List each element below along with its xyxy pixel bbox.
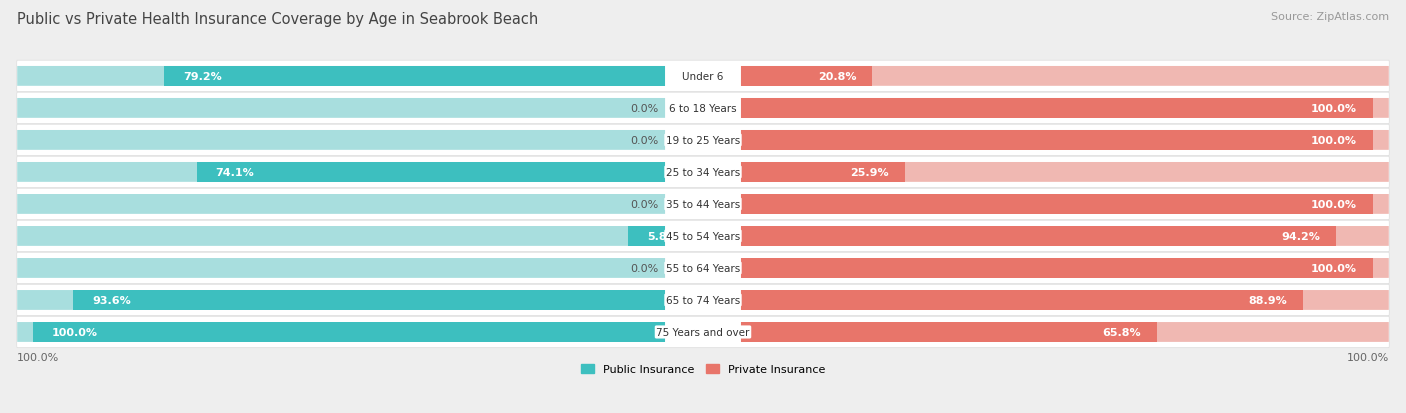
FancyBboxPatch shape: [17, 189, 1389, 220]
Text: 25.9%: 25.9%: [851, 168, 889, 178]
Text: 0.0%: 0.0%: [630, 199, 659, 209]
Bar: [197, 163, 665, 183]
FancyBboxPatch shape: [17, 290, 665, 310]
Bar: [741, 131, 1374, 150]
Bar: [741, 290, 1303, 310]
Text: 6 to 18 Years: 6 to 18 Years: [669, 104, 737, 114]
Bar: [741, 67, 872, 87]
Text: 65 to 74 Years: 65 to 74 Years: [666, 295, 740, 305]
FancyBboxPatch shape: [17, 316, 1389, 348]
Text: 0.0%: 0.0%: [630, 135, 659, 145]
Bar: [165, 67, 665, 87]
Text: 93.6%: 93.6%: [93, 295, 131, 305]
Legend: Public Insurance, Private Insurance: Public Insurance, Private Insurance: [576, 359, 830, 379]
FancyBboxPatch shape: [17, 131, 665, 150]
FancyBboxPatch shape: [17, 226, 665, 246]
Bar: [73, 290, 665, 310]
FancyBboxPatch shape: [17, 221, 1389, 252]
Text: Under 6: Under 6: [682, 72, 724, 82]
FancyBboxPatch shape: [17, 163, 665, 183]
Text: 100.0%: 100.0%: [1312, 104, 1357, 114]
FancyBboxPatch shape: [17, 195, 665, 214]
Text: 5.8%: 5.8%: [647, 231, 678, 241]
Bar: [741, 322, 1157, 342]
Text: Source: ZipAtlas.com: Source: ZipAtlas.com: [1271, 12, 1389, 22]
FancyBboxPatch shape: [17, 125, 1389, 156]
Text: 20.8%: 20.8%: [818, 72, 856, 82]
Text: 19 to 25 Years: 19 to 25 Years: [666, 135, 740, 145]
Text: 55 to 64 Years: 55 to 64 Years: [666, 263, 740, 273]
Text: 100.0%: 100.0%: [1312, 135, 1357, 145]
FancyBboxPatch shape: [17, 61, 1389, 93]
Text: 65.8%: 65.8%: [1102, 327, 1142, 337]
FancyBboxPatch shape: [17, 322, 665, 342]
Text: 100.0%: 100.0%: [52, 327, 98, 337]
Bar: [628, 226, 665, 246]
Text: 100.0%: 100.0%: [17, 352, 59, 362]
Bar: [741, 195, 1374, 214]
Text: 35 to 44 Years: 35 to 44 Years: [666, 199, 740, 209]
Text: Public vs Private Health Insurance Coverage by Age in Seabrook Beach: Public vs Private Health Insurance Cover…: [17, 12, 538, 27]
FancyBboxPatch shape: [17, 253, 1389, 284]
Bar: [741, 163, 904, 183]
FancyBboxPatch shape: [741, 290, 1389, 310]
Text: 100.0%: 100.0%: [1312, 199, 1357, 209]
Bar: [741, 259, 1374, 278]
Text: 75 Years and over: 75 Years and over: [657, 327, 749, 337]
FancyBboxPatch shape: [17, 285, 1389, 316]
Text: 100.0%: 100.0%: [1347, 352, 1389, 362]
FancyBboxPatch shape: [741, 163, 1389, 183]
FancyBboxPatch shape: [17, 93, 1389, 124]
FancyBboxPatch shape: [17, 67, 665, 87]
Text: 100.0%: 100.0%: [1312, 263, 1357, 273]
FancyBboxPatch shape: [17, 259, 665, 278]
FancyBboxPatch shape: [741, 195, 1389, 214]
Text: 94.2%: 94.2%: [1282, 231, 1320, 241]
Text: 74.1%: 74.1%: [215, 168, 254, 178]
Text: 0.0%: 0.0%: [630, 263, 659, 273]
FancyBboxPatch shape: [741, 226, 1389, 246]
FancyBboxPatch shape: [741, 259, 1389, 278]
Bar: [741, 99, 1374, 119]
Text: 45 to 54 Years: 45 to 54 Years: [666, 231, 740, 241]
Text: 0.0%: 0.0%: [630, 104, 659, 114]
FancyBboxPatch shape: [741, 322, 1389, 342]
Text: 79.2%: 79.2%: [183, 72, 222, 82]
FancyBboxPatch shape: [17, 157, 1389, 188]
FancyBboxPatch shape: [17, 99, 665, 119]
FancyBboxPatch shape: [741, 131, 1389, 150]
FancyBboxPatch shape: [741, 67, 1389, 87]
Text: 25 to 34 Years: 25 to 34 Years: [666, 168, 740, 178]
FancyBboxPatch shape: [741, 99, 1389, 119]
Bar: [741, 226, 1336, 246]
Bar: [32, 322, 665, 342]
Text: 88.9%: 88.9%: [1249, 295, 1286, 305]
